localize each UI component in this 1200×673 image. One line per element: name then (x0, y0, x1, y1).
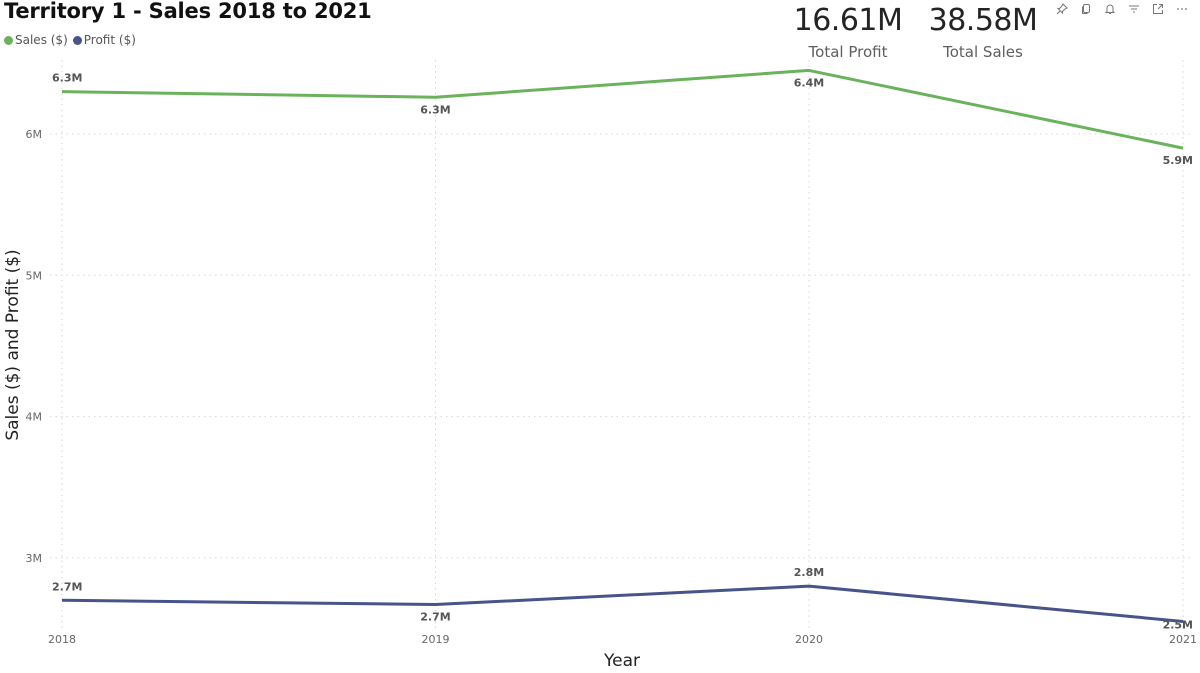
chart-legend: Sales ($) Profit ($) (4, 33, 141, 47)
kpi-total-sales-value: 38.58M (928, 3, 1038, 38)
y-axis-ticks: 3M 4M 5M 6M (26, 128, 43, 565)
data-label: 6.3M (52, 72, 82, 85)
legend-label-profit: Profit ($) (83, 33, 136, 47)
legend-dot-profit (72, 35, 82, 45)
kpi-total-sales: 38.58M Total Sales (925, 2, 1041, 61)
x-tick-label: 2019 (422, 633, 450, 646)
chart-title: Territory 1 - Sales 2018 to 2021 (4, 0, 372, 23)
data-label: 5.9M (1163, 154, 1193, 167)
data-label: 2.7M (52, 580, 82, 593)
data-label: 6.4M (794, 76, 824, 89)
data-label: 2.7M (420, 611, 450, 624)
series-lines (61, 68, 1184, 623)
legend-dot-sales (4, 35, 13, 45)
focus-mode-icon (1153, 4, 1163, 14)
data-label: 2.8M (794, 566, 824, 579)
y-axis-title: Sales ($) and Profit ($) (3, 249, 23, 440)
data-labels: 6.3M 6.3M 6.4M 5.9M 2.7M 2.7M 2.8M 2.5M (52, 72, 1193, 632)
y-tick-label: 5M (26, 269, 43, 282)
series-line-sales[interactable] (61, 68, 1184, 150)
data-label: 2.5M (1163, 618, 1193, 631)
x-tick-label: 2020 (795, 633, 823, 646)
kpi-total-profit-label: Total Profit (808, 43, 888, 61)
more-options-icon (1177, 8, 1187, 10)
gridlines (50, 60, 1190, 630)
kpi-total-sales-label: Total Sales (943, 43, 1023, 61)
alert-button[interactable] (1098, 0, 1122, 18)
x-axis-ticks: 2018 2019 2020 2021 (48, 633, 1197, 646)
pin-visual-button[interactable] (1050, 0, 1074, 18)
x-axis-title: Year (603, 651, 640, 671)
legend-item-sales[interactable]: Sales ($) (4, 33, 68, 47)
pin-icon (1056, 3, 1068, 15)
copy-icon (1082, 4, 1090, 14)
more-options-button[interactable] (1170, 0, 1194, 18)
visual-header-toolbar (1050, 0, 1194, 18)
x-tick-label: 2018 (48, 633, 76, 646)
kpi-total-profit-value: 16.61M (793, 3, 903, 38)
filter-icon (1129, 5, 1139, 13)
x-tick-label: 2021 (1169, 633, 1197, 646)
y-tick-label: 4M (26, 411, 43, 424)
bell-icon (1104, 4, 1116, 14)
legend-label-sales: Sales ($) (15, 33, 68, 47)
y-tick-label: 6M (26, 128, 43, 141)
focus-mode-button[interactable] (1146, 0, 1170, 18)
legend-item-profit[interactable]: Profit ($) (72, 33, 136, 47)
y-tick-label: 3M (26, 552, 43, 565)
series-line-profit[interactable] (61, 584, 1184, 623)
kpi-total-profit: 16.61M Total Profit (792, 2, 904, 61)
filter-button[interactable] (1122, 0, 1146, 18)
data-label: 6.3M (420, 103, 450, 116)
copy-visual-button[interactable] (1074, 0, 1098, 18)
